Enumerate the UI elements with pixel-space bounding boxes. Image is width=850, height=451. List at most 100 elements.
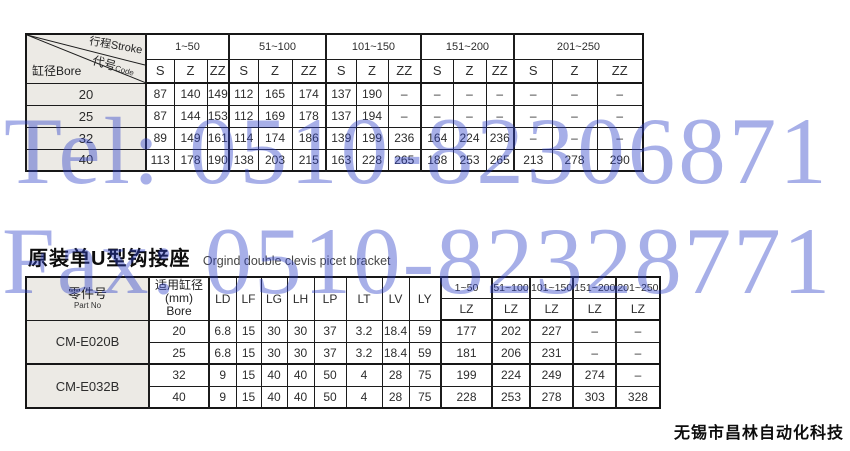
lz-value-cell: 227 — [528, 319, 574, 343]
stroke-range-header-row: 行程Stroke 代号Code 缸径Bore 1~50 51~100 101~150… — [25, 33, 644, 84]
dim-value-cell: 15 — [235, 341, 262, 365]
dim-header-cell: LD — [208, 276, 237, 321]
table-corner-cell: 行程Stroke 代号Code 缸径Bore — [25, 33, 147, 84]
dim-value-cell: 30 — [286, 319, 315, 343]
bracket-table-body: CM-E020B 20 6.8 15 30 30 37 3.2 18.4 59 177 202 227–… — [25, 319, 661, 409]
dim-value-cell: 18.4 — [381, 319, 410, 343]
dim-value-cell: 40 — [286, 385, 315, 409]
szz-header-cell: Z — [173, 58, 208, 84]
bore-header-line1: 适用缸径 — [154, 278, 203, 293]
stroke-range-header: 51~100 — [228, 33, 327, 60]
dim-value-cell: 30 — [286, 341, 315, 365]
watermark-tel-number: Tel: 0510-82306871 — [4, 98, 830, 204]
lz-value-cell: 202 — [491, 319, 531, 343]
dim-value-cell: 75 — [408, 363, 442, 387]
stroke-dimension-table: 行程Stroke 代号Code 缸径Bore 1~50 51~100 101~150… — [25, 33, 644, 172]
stroke-value-cell: 278 — [551, 148, 598, 172]
stroke-value-cell: 190 — [206, 148, 230, 172]
bracket-range-header: 101~150 — [528, 276, 574, 299]
part-no-cell: CM-E020B — [25, 319, 150, 365]
dim-value-cell: 37 — [313, 341, 347, 365]
watermark-fax-number: Fax: 0510-82328771 — [2, 208, 833, 314]
stroke-table-row: 40 113 178 190 138 203 215 163 228 265 188 253 265 21… — [25, 148, 644, 172]
stroke-table-row: 32 89 149 161 114 174 186 139 199 236 164 224 236– – – — [25, 126, 644, 150]
stroke-value-cell: 236 — [485, 126, 515, 150]
bore-value-cell: 25 — [148, 341, 210, 365]
bore-label-cell: 20 — [25, 82, 147, 106]
szz-header-cell: S — [420, 58, 454, 84]
lz-value-cell: – — [572, 319, 617, 343]
bore-value-cell: 40 — [148, 385, 210, 409]
dim-value-cell: 6.8 — [208, 341, 237, 365]
szz-header-row: S Z ZZ S Z ZZ S Z ZZ S Z ZZ S Z ZZ — [26, 58, 644, 84]
dim-value-cell: 59 — [408, 319, 442, 343]
part-no-cell: CM-E032B — [25, 363, 150, 409]
dim-value-cell: 40 — [260, 385, 288, 409]
stroke-value-cell: 89 — [145, 126, 175, 150]
dim-value-cell: 37 — [313, 319, 347, 343]
dim-value-cell: 28 — [381, 385, 410, 409]
szz-header-cell: S — [228, 58, 259, 84]
stroke-value-cell: 164 — [420, 126, 454, 150]
bracket-table-row: 25 6.8 15 30 30 37 3.2 18.4 59 181 206 231– – — [26, 341, 661, 365]
stroke-value-cell: 153 — [206, 104, 230, 128]
dim-value-cell: 40 — [286, 363, 315, 387]
szz-header-cell: S — [325, 58, 357, 84]
part-no-header-label: 零件号 — [67, 286, 107, 302]
lz-value-cell: 199 — [440, 363, 493, 387]
lz-value-cell: 303 — [572, 385, 617, 409]
stroke-value-cell: 290 — [596, 148, 644, 172]
lz-value-cell: 274 — [572, 363, 617, 387]
szz-header-cell: Z — [452, 58, 487, 84]
part-no-header-cell: 零件号 Part No — [25, 276, 150, 321]
szz-header-cell: Z — [355, 58, 389, 84]
stroke-value-cell: 113 — [145, 148, 175, 172]
dim-value-cell: 18.4 — [381, 341, 410, 365]
dim-value-cell: 75 — [408, 385, 442, 409]
section-title: 原装单U型钩接座 Orgind double clevis picet brac… — [28, 242, 391, 271]
szz-header-cell: S — [145, 58, 175, 84]
lz-value-cell: 228 — [440, 385, 493, 409]
stroke-value-cell: 203 — [257, 148, 293, 172]
dim-value-cell: 28 — [381, 363, 410, 387]
lz-header-cell: LZ — [440, 297, 493, 321]
lz-header-cell: LZ — [572, 297, 617, 321]
dim-header-cell: LG — [260, 276, 288, 321]
lz-value-cell: – — [615, 319, 661, 343]
dim-value-cell: 3.2 — [345, 319, 383, 343]
lz-value-cell: 206 — [491, 341, 531, 365]
lz-value-cell: 253 — [491, 385, 531, 409]
lz-value-cell: – — [572, 341, 617, 365]
lz-value-cell: 278 — [528, 385, 574, 409]
dim-header-cell: LT — [345, 276, 383, 321]
stroke-value-cell: 228 — [355, 148, 389, 172]
bracket-table-row: CM-E020B 20 6.8 15 30 30 37 3.2 18.4 59 177 202 227–… — [25, 319, 661, 365]
stroke-range-header: 101~150 — [325, 33, 422, 60]
stroke-value-cell: 190 — [355, 82, 389, 106]
lz-value-cell: – — [615, 341, 661, 365]
stroke-table-row: 20 87 140 149 112 165 174 137 190– – – – – – – — [25, 82, 644, 106]
section-title-chinese: 原装单U型钩接座 — [28, 248, 191, 270]
stroke-value-cell: 144 — [173, 104, 208, 128]
lz-value-cell: – — [615, 363, 661, 387]
stroke-range-header: 201~250 — [513, 33, 644, 60]
bracket-header-row: 零件号 Part No 适用缸径 (mm) Bore LD LF LG LH LP LT L… — [25, 276, 661, 321]
lz-value-cell: 181 — [440, 341, 493, 365]
dim-value-cell: 9 — [208, 385, 237, 409]
szz-header-cell: ZZ — [596, 58, 644, 84]
part-no-header-sub: Part No — [73, 301, 102, 311]
bracket-range-header: 201~250 — [615, 276, 661, 299]
bracket-table-row: 40 9 15 40 40 50 4 28 75 228 253 278 303 328 — [26, 385, 661, 409]
szz-header-cell: S — [513, 58, 553, 84]
bore-header-line3: Bore — [166, 304, 192, 319]
stroke-value-cell: 149 — [173, 126, 208, 150]
stroke-value-cell: 186 — [291, 126, 327, 150]
dim-value-cell: 40 — [260, 363, 288, 387]
corner-bore-label: 缸径Bore — [32, 63, 82, 78]
dim-value-cell: 15 — [235, 363, 262, 387]
company-name: 无锡市昌林自动化科技 — [673, 425, 844, 442]
bore-header-line2: (mm) — [165, 291, 193, 306]
stroke-value-cell: 253 — [452, 148, 487, 172]
bore-label-cell: 25 — [25, 104, 147, 128]
dim-value-cell: 3.2 — [345, 341, 383, 365]
